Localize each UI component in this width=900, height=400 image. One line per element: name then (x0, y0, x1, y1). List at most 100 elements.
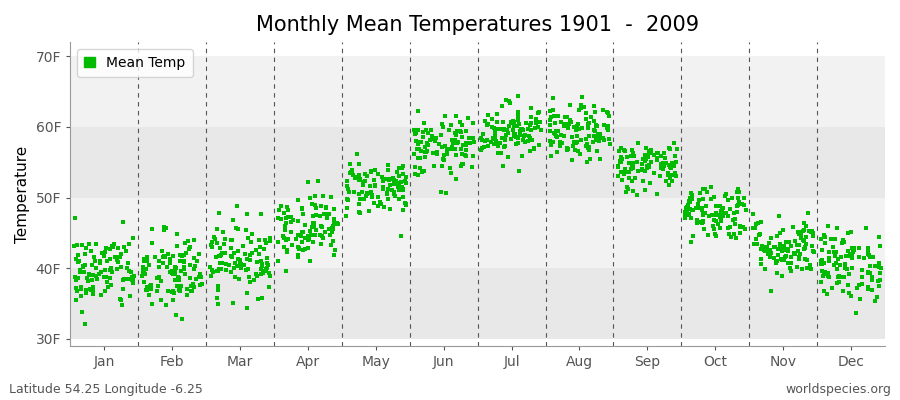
Point (77, 321, 92, 328)
Point (619, 188, 634, 195)
Point (613, 159, 627, 165)
Point (356, 178, 371, 185)
Point (574, 125, 589, 132)
Point (644, 159, 658, 165)
Point (352, 160, 366, 167)
Point (590, 122, 604, 129)
Point (387, 181, 401, 187)
Point (644, 147, 658, 153)
Point (863, 254, 878, 260)
Point (77, 250, 92, 257)
Point (212, 266, 227, 272)
Point (738, 207, 752, 213)
Point (683, 199, 698, 205)
Point (149, 288, 164, 295)
Point (580, 143, 594, 149)
Point (320, 214, 335, 221)
Point (113, 264, 128, 270)
Point (85, 276, 99, 283)
Point (832, 272, 846, 279)
Point (79, 274, 94, 281)
Point (845, 245, 859, 252)
Point (396, 171, 410, 178)
Point (580, 136, 594, 142)
Point (420, 140, 435, 146)
Point (574, 102, 589, 108)
Point (556, 122, 571, 129)
Point (835, 288, 850, 294)
Point (74, 293, 88, 299)
Point (525, 136, 539, 143)
Point (394, 233, 409, 239)
Point (252, 250, 266, 257)
Point (371, 170, 385, 177)
Point (352, 208, 366, 215)
Point (701, 232, 716, 238)
Point (748, 225, 762, 232)
Point (461, 115, 475, 122)
Point (770, 258, 785, 264)
Point (112, 254, 127, 260)
Point (767, 255, 781, 261)
Point (241, 274, 256, 280)
Point (631, 168, 645, 174)
Point (806, 249, 821, 255)
Point (844, 293, 859, 300)
Point (111, 259, 125, 265)
Point (707, 226, 722, 232)
Point (447, 130, 462, 136)
Point (834, 254, 849, 260)
Point (101, 284, 115, 290)
Point (194, 274, 208, 280)
Point (114, 302, 129, 308)
Point (824, 235, 838, 242)
Point (618, 166, 633, 172)
Point (753, 261, 768, 268)
Point (160, 264, 175, 270)
Point (382, 206, 397, 212)
Point (243, 252, 257, 258)
Point (284, 229, 299, 235)
Point (691, 201, 706, 207)
Point (464, 140, 478, 146)
Point (352, 172, 366, 179)
Point (343, 170, 357, 176)
Point (430, 150, 445, 157)
Point (509, 123, 524, 130)
Point (210, 268, 224, 274)
Point (498, 137, 512, 144)
Point (643, 179, 657, 186)
Point (738, 225, 752, 232)
Point (621, 186, 635, 192)
Point (693, 190, 707, 196)
Point (407, 127, 421, 134)
Point (120, 265, 134, 272)
Point (758, 247, 772, 254)
Point (763, 250, 778, 256)
Point (593, 156, 608, 162)
Point (454, 134, 469, 140)
Point (174, 268, 188, 274)
Point (397, 200, 411, 206)
Bar (70, 198, 885, 268)
Point (860, 270, 875, 276)
Point (245, 230, 259, 237)
Point (581, 145, 596, 152)
Point (249, 270, 264, 277)
Point (174, 283, 188, 290)
Point (709, 212, 724, 218)
Point (663, 165, 678, 171)
Point (795, 266, 809, 273)
Point (523, 148, 537, 154)
Point (861, 286, 876, 292)
Point (95, 250, 110, 256)
Point (252, 237, 266, 243)
Point (245, 250, 259, 256)
Point (696, 212, 710, 218)
Point (166, 296, 181, 303)
Y-axis label: Temperature: Temperature (15, 146, 30, 243)
Point (554, 132, 569, 138)
Point (489, 126, 503, 132)
Point (679, 205, 693, 211)
Point (825, 284, 840, 291)
